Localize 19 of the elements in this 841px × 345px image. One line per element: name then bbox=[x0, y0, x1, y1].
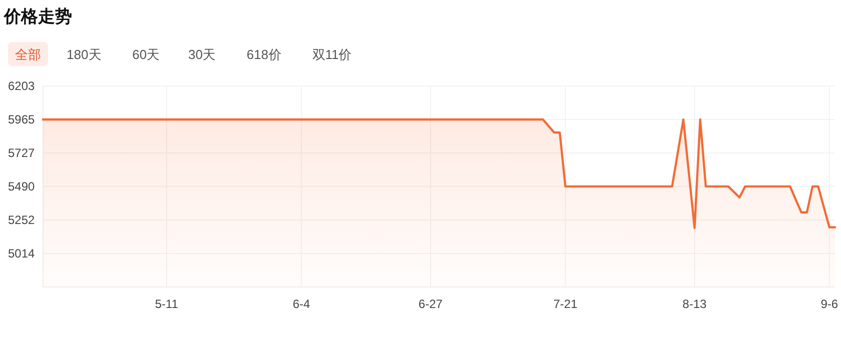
y-tick-label: 5727 bbox=[8, 146, 36, 160]
x-tick-label: 9-6 bbox=[820, 297, 838, 311]
text: 180天 bbox=[66, 47, 102, 62]
chart-title: 价格走势 bbox=[3, 7, 72, 26]
text: 双11价 bbox=[312, 47, 352, 62]
text: 30天 bbox=[188, 47, 216, 62]
x-tick-label: 6-27 bbox=[418, 297, 443, 311]
x-tick-label: 5-11 bbox=[155, 297, 178, 311]
x-tick-label: 7-21 bbox=[553, 297, 578, 311]
y-tick-label: 5490 bbox=[8, 179, 36, 194]
y-tick-label: 5252 bbox=[8, 212, 36, 227]
y-tick-label: 5965 bbox=[8, 112, 36, 127]
y-tick-label: 6203 bbox=[8, 79, 36, 93]
text: 618价 bbox=[246, 47, 282, 62]
x-tick-label: 6-4 bbox=[292, 297, 310, 311]
x-tick-label: 8-13 bbox=[682, 297, 707, 311]
text: 全部 bbox=[15, 47, 41, 62]
text: 60天 bbox=[132, 47, 160, 62]
y-tick-label: 5014 bbox=[8, 246, 36, 260]
